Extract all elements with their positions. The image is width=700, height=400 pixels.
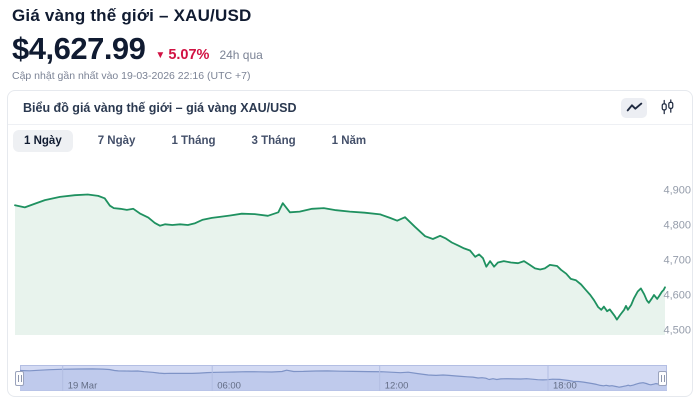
change-period: 24h qua (219, 48, 263, 62)
range-tab-1-day[interactable]: 1 Ngày (13, 130, 73, 152)
price-chart[interactable]: 4,900 4,800 4,700 4,600 4,500 (0, 158, 700, 358)
navigator-left-handle[interactable] (15, 371, 24, 386)
price-change: ▼ 5.07% (155, 47, 209, 63)
line-chart-toggle[interactable] (621, 98, 647, 118)
y-axis-label: 4,600 (663, 290, 691, 302)
candlestick-chart-toggle[interactable] (654, 98, 680, 118)
price-line (14, 193, 666, 321)
y-axis-label: 4,900 (663, 184, 691, 196)
chart-card-title: Biểu đồ giá vàng thế giới – giá vàng XAU… (23, 101, 297, 115)
range-tab-3-months[interactable]: 3 Tháng (241, 130, 307, 152)
navigator-right-handle[interactable] (658, 371, 667, 386)
price-area (15, 194, 665, 335)
x-axis-label: 18:00 (553, 381, 577, 392)
navigator-chart[interactable]: 19 Mar 06:00 12:00 18:00 (0, 355, 700, 400)
y-axis-label: 4,800 (663, 220, 691, 232)
down-arrow-icon: ▼ (155, 50, 166, 61)
line-chart-icon (626, 101, 643, 116)
range-tab-1-year[interactable]: 1 Năm (321, 130, 378, 152)
x-axis-label: 19 Mar (68, 381, 98, 392)
x-axis-label: 06:00 (217, 381, 241, 392)
page-title: Giá vàng thế giới – XAU/USD (12, 6, 252, 25)
price-block: $4,627.99 ▼ 5.07% 24h qua (12, 31, 263, 67)
candlestick-icon (660, 98, 675, 118)
price-value: $4,627.99 (12, 31, 146, 66)
y-axis-label: 4,500 (663, 325, 691, 337)
last-updated: Cập nhật gần nhất vào 19-03-2026 22:16 (… (12, 70, 251, 82)
range-tab-1-month[interactable]: 1 Tháng (160, 130, 226, 152)
range-tabs: 1 Ngày 7 Ngày 1 Tháng 3 Tháng 1 Năm (13, 130, 377, 152)
range-tab-7-days[interactable]: 7 Ngày (87, 130, 147, 152)
x-axis-label: 12:00 (385, 381, 409, 392)
y-axis-label: 4,700 (663, 255, 691, 267)
navigator-area (20, 368, 667, 391)
chart-type-toggles (621, 98, 680, 118)
navigator-line (19, 368, 668, 388)
price-change-percent: 5.07% (168, 47, 210, 63)
chart-card-header: Biểu đồ giá vàng thế giới – giá vàng XAU… (8, 91, 692, 125)
